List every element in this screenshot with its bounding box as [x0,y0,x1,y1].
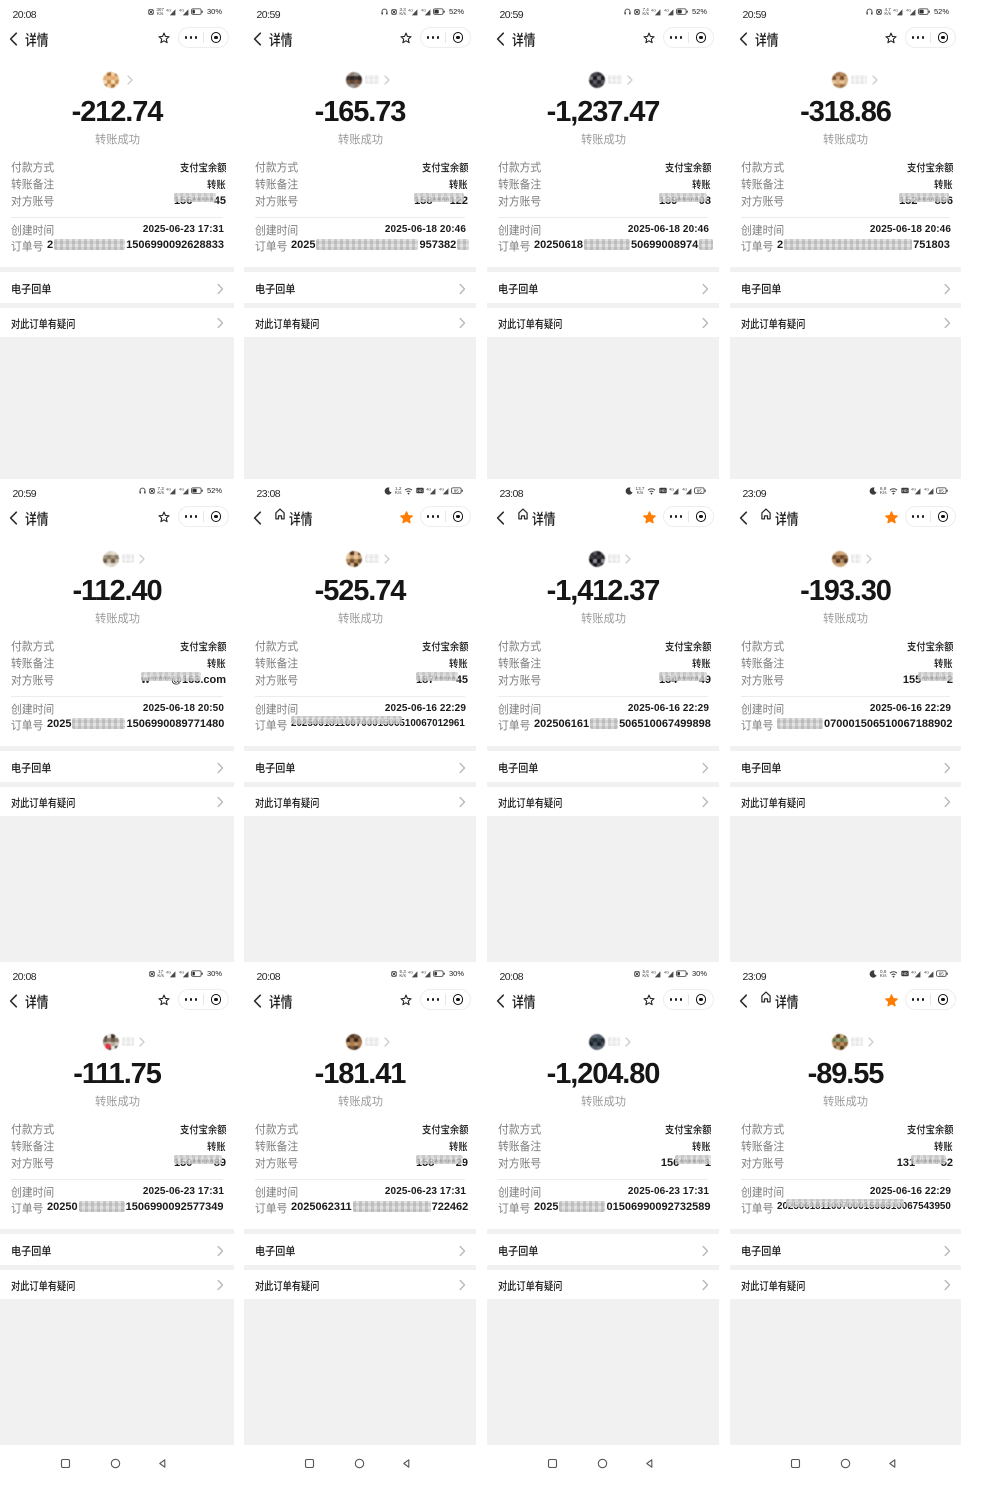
svg-text:4G: 4G [893,7,898,12]
svg-text:4G: 4G [179,969,184,974]
svg-text:HD: HD [902,972,908,976]
svg-text:85: 85 [939,488,945,493]
svg-text:4G: 4G [166,7,171,12]
svg-text:4G: 4G [408,969,413,974]
svg-text:4G: 4G [924,969,929,974]
svg-text:4G: 4G [166,486,171,491]
svg-text:4G: 4G [669,486,674,491]
svg-text:85: 85 [939,971,945,976]
svg-text:HD: HD [660,489,666,493]
svg-text:4G: 4G [426,486,431,491]
svg-text:4G: 4G [682,486,687,491]
svg-text:4G: 4G [664,7,669,12]
svg-text:4G: 4G [166,969,171,974]
svg-text:4G: 4G [906,7,911,12]
svg-text:4G: 4G [911,486,916,491]
svg-text:4G: 4G [421,7,426,12]
svg-text:4G: 4G [924,486,929,491]
svg-text:4G: 4G [651,7,656,12]
svg-text:HD: HD [417,489,423,493]
svg-text:4G: 4G [651,969,656,974]
svg-text:85: 85 [697,488,703,493]
svg-text:4G: 4G [179,486,184,491]
svg-text:4G: 4G [179,7,184,12]
svg-text:4G: 4G [664,969,669,974]
svg-text:HD: HD [902,489,908,493]
svg-text:4G: 4G [439,486,444,491]
svg-text:4G: 4G [408,7,413,12]
svg-text:4G: 4G [911,969,916,974]
svg-text:85: 85 [454,488,460,493]
svg-text:4G: 4G [421,969,426,974]
